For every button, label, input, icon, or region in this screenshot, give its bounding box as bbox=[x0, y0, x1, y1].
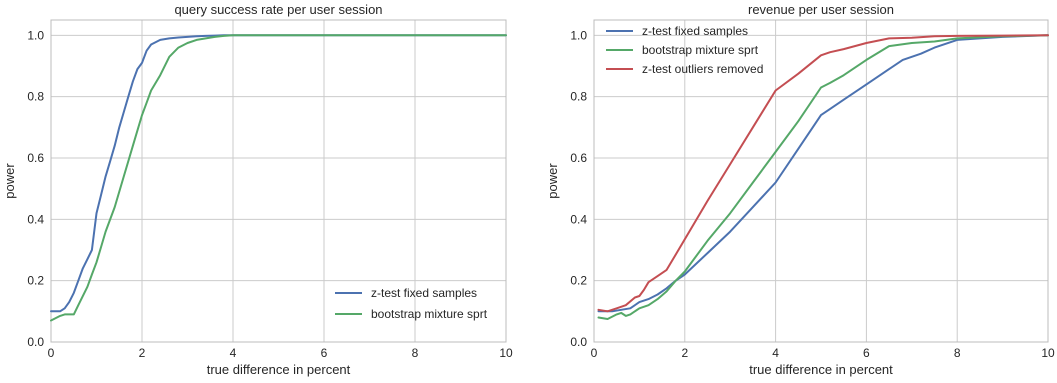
y-tick-label: 0.2 bbox=[570, 274, 587, 288]
x-tick-label: 8 bbox=[954, 346, 961, 360]
legend-label: bootstrap mixture sprt bbox=[642, 43, 759, 57]
x-tick-label: 2 bbox=[681, 346, 688, 360]
chart-title: revenue per user session bbox=[748, 2, 894, 17]
plot-frame bbox=[593, 19, 1049, 343]
x-tick-label: 0 bbox=[48, 346, 55, 360]
x-tick-label: 4 bbox=[772, 346, 779, 360]
plot-frame bbox=[50, 19, 507, 343]
y-axis-label: power bbox=[545, 163, 560, 199]
legend-label: bootstrap mixture sprt bbox=[371, 307, 488, 321]
x-tick-label: 6 bbox=[321, 346, 328, 360]
y-tick-label: 0.2 bbox=[27, 274, 44, 288]
x-tick-label: 10 bbox=[1041, 346, 1055, 360]
y-tick-label: 0.6 bbox=[27, 151, 44, 165]
x-axis-label: true difference in percent bbox=[749, 362, 893, 377]
y-tick-label: 0.4 bbox=[570, 212, 587, 226]
legend: z-test fixed samples bootstrap mixture sp… bbox=[335, 286, 488, 321]
y-tick-label: 0.6 bbox=[570, 151, 587, 165]
query-success-rate-panel: 0 2 4 6 8 10 0.0 0.2 0.4 0.6 0.8 1.0 query success r… bbox=[2, 2, 513, 377]
x-tick-label: 0 bbox=[591, 346, 598, 360]
series-line-z-test-fixed-samples bbox=[597, 34, 1049, 313]
chart-title: query success rate per user session bbox=[174, 2, 382, 17]
legend-label: z-test outliers removed bbox=[642, 62, 763, 76]
y-axis-label: power bbox=[2, 163, 17, 199]
x-tick-label: 4 bbox=[230, 346, 237, 360]
y-tick-label: 1.0 bbox=[570, 28, 587, 42]
y-tick-label: 0.8 bbox=[570, 90, 587, 104]
y-tick-label: 0.4 bbox=[27, 212, 44, 226]
x-tick-label: 8 bbox=[412, 346, 419, 360]
x-tick-label: 6 bbox=[863, 346, 870, 360]
y-tick-label: 0.8 bbox=[27, 90, 44, 104]
y-tick-label: 0.0 bbox=[27, 335, 44, 349]
legend: z-test fixed samples bootstrap mixture sp… bbox=[606, 24, 763, 76]
x-tick-label: 10 bbox=[499, 346, 513, 360]
series-line-z-test-fixed-samples bbox=[50, 34, 507, 313]
plot-area bbox=[51, 20, 506, 342]
x-axis-label: true difference in percent bbox=[207, 362, 351, 377]
y-tick-label: 1.0 bbox=[27, 28, 44, 42]
revenue-per-session-panel: 0 2 4 6 8 10 0.0 0.2 0.4 0.6 0.8 1.0 revenue per use… bbox=[545, 2, 1055, 377]
series-line-z-test-outliers-removed bbox=[597, 34, 1049, 313]
x-tick-label: 2 bbox=[139, 346, 146, 360]
legend-label: z-test fixed samples bbox=[371, 286, 477, 300]
legend-label: z-test fixed samples bbox=[642, 24, 748, 38]
series-line-bootstrap-mixture-sprt bbox=[50, 34, 507, 322]
series-line-bootstrap-mixture-sprt bbox=[597, 34, 1049, 320]
y-tick-label: 0.0 bbox=[570, 335, 587, 349]
